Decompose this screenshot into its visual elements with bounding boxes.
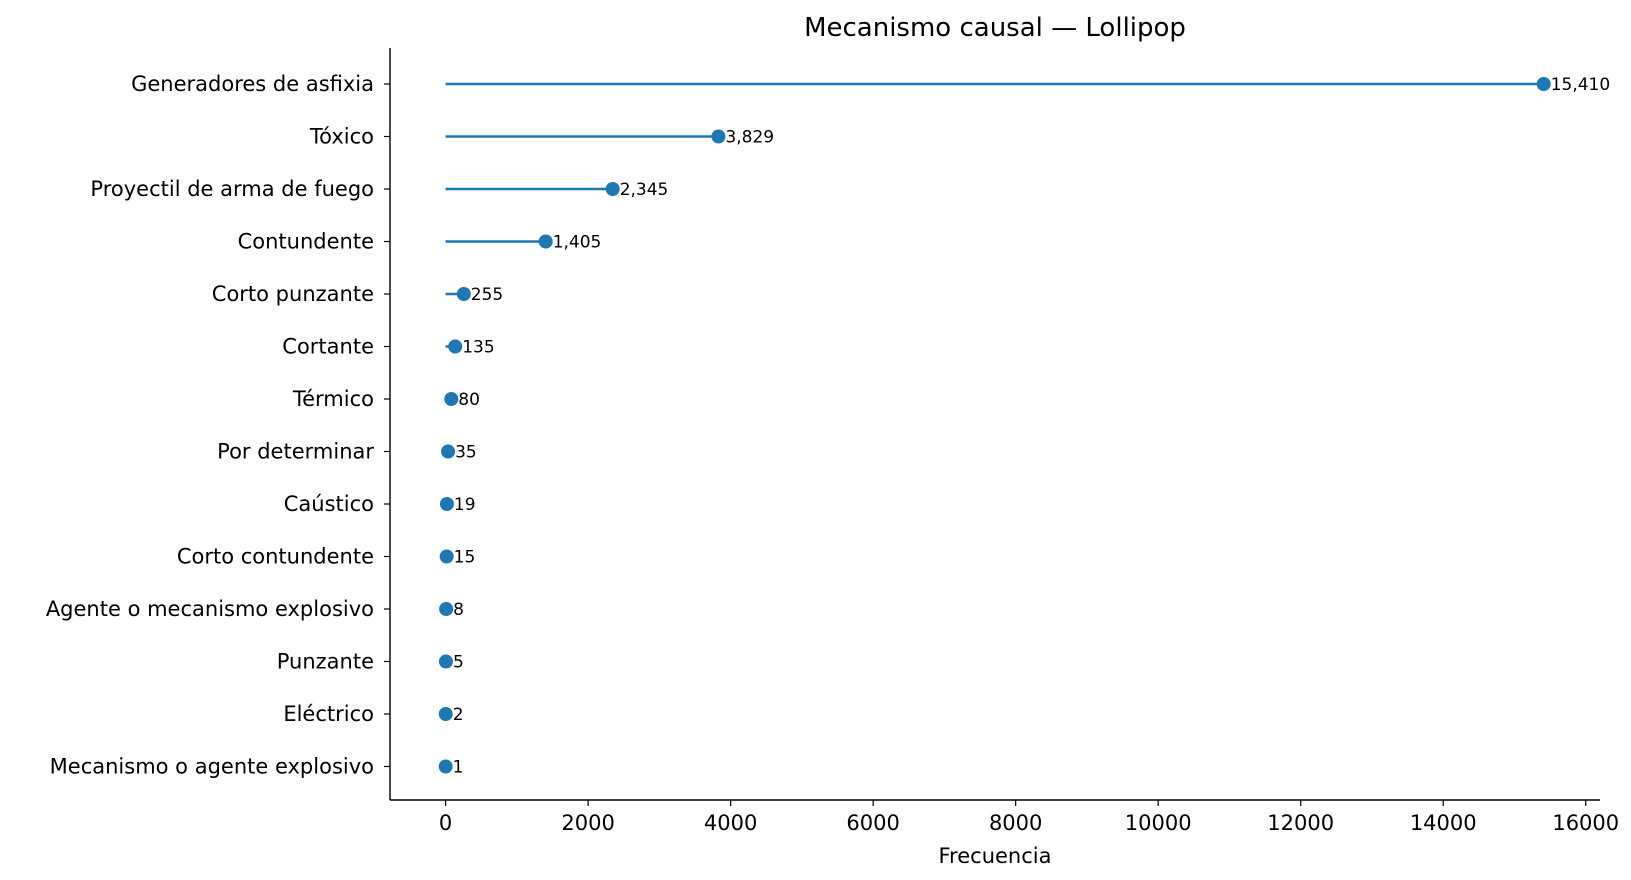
category-label: Corto punzante: [212, 282, 374, 306]
data-label: 19: [454, 495, 476, 515]
category-label: Punzante: [277, 650, 374, 674]
lollipop-marker: [711, 129, 726, 144]
data-label: 1,405: [553, 233, 602, 253]
data-label: 15: [454, 548, 476, 568]
x-tick-label: 10000: [1125, 811, 1192, 835]
lollipop-marker: [605, 182, 620, 196]
lollipop-marker: [439, 549, 454, 564]
data-label: 35: [455, 443, 477, 463]
data-label: 80: [458, 390, 480, 410]
category-label: Generadores de asfixia: [131, 72, 374, 96]
x-tick-label: 0: [439, 811, 452, 835]
x-tick-label: 12000: [1267, 811, 1334, 835]
data-label: 135: [462, 338, 494, 358]
lollipop-marker: [441, 444, 456, 459]
lollipop-marker: [538, 234, 553, 249]
data-labels-layer: 15,410 3,829 2,345 1,405 255 135 80 35 19 15 8 5 2 1: [453, 75, 1611, 778]
x-tick-label: 8000: [989, 811, 1042, 835]
category-label: Proyectil de arma de fuego: [90, 177, 374, 201]
x-tick-label: 6000: [846, 811, 899, 835]
markers-layer: [438, 77, 1551, 774]
y-axis: Generadores de asfixia Tóxico Proyectil de…: [46, 48, 391, 800]
category-label: Agente o mecanismo explosivo: [46, 597, 374, 621]
category-label: Contundente: [238, 230, 374, 254]
category-label: Térmico: [292, 387, 374, 411]
lollipop-marker: [439, 497, 454, 511]
lollipop-marker: [456, 287, 471, 301]
data-label: 2,345: [620, 180, 669, 200]
data-label: 255: [471, 285, 503, 305]
category-label: Mecanismo o agente explosivo: [50, 755, 374, 779]
lollipop-marker: [448, 339, 463, 354]
data-label: 3,829: [725, 128, 774, 148]
category-label: Eléctrico: [283, 702, 374, 726]
lollipop-marker: [438, 759, 453, 774]
data-label: 15,410: [1551, 75, 1610, 95]
lollipop-marker: [439, 602, 454, 616]
category-label: Caústico: [284, 492, 374, 516]
x-tick-label: 14000: [1410, 811, 1477, 835]
data-label: 8: [453, 600, 464, 620]
data-label: 2: [453, 705, 464, 725]
category-label: Corto contundente: [177, 545, 374, 569]
lollipop-marker: [444, 392, 459, 406]
category-label: Tóxico: [309, 125, 374, 149]
lollipop-marker: [438, 654, 453, 669]
data-label: 1: [453, 758, 464, 778]
chart-title: Mecanismo causal — Lollipop: [804, 13, 1186, 43]
x-axis-label: Frecuencia: [939, 844, 1052, 868]
category-label: Por determinar: [217, 440, 374, 464]
data-label: 5: [453, 653, 464, 673]
category-label: Cortante: [282, 335, 374, 359]
lollipop-marker: [1536, 77, 1551, 91]
x-tick-label: 2000: [561, 811, 614, 835]
x-axis: 0 2000 4000 6000 8000 10000 12000 14000 16000: [390, 799, 1619, 835]
x-tick-label: 4000: [704, 811, 757, 835]
x-tick-label: 16000: [1552, 811, 1619, 835]
lollipop-marker: [438, 707, 453, 721]
